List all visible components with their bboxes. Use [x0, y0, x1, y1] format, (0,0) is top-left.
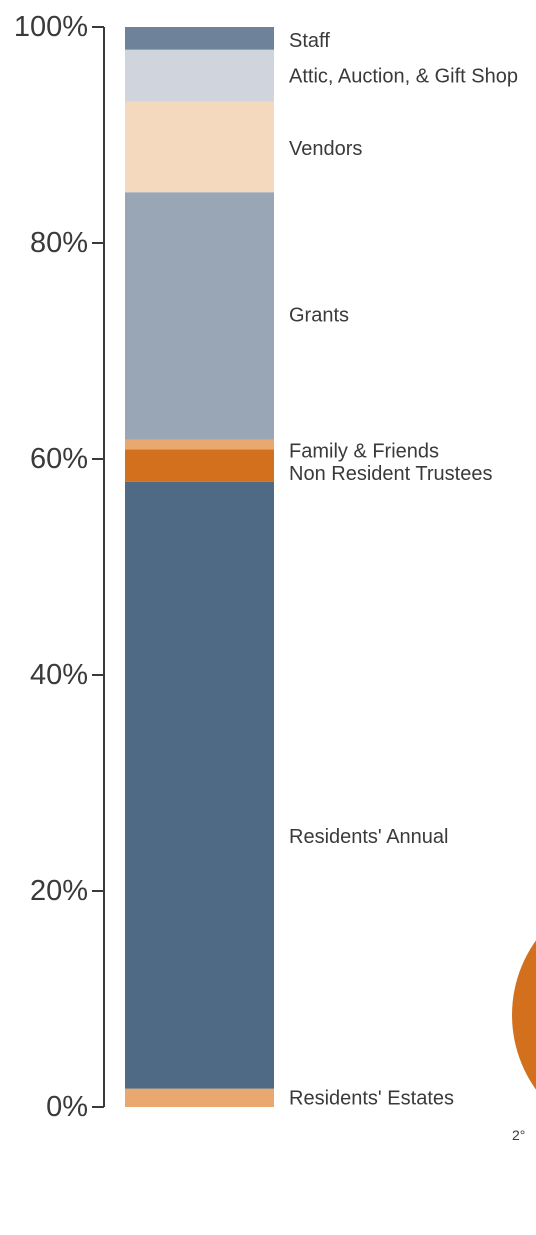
pie-fragment-label: 2°: [512, 1127, 525, 1143]
bar-segment-vendors: [125, 101, 274, 193]
segment-label-residents-estates: Residents' Estates: [289, 1087, 454, 1109]
segment-label-staff: Staff: [289, 30, 330, 52]
bar-segment-attic-auction-gift-shop: [125, 49, 274, 102]
segment-label-attic-auction-gift-shop: Attic, Auction, & Gift Shop: [289, 66, 518, 88]
segment-label-non-resident-trustees: Non Resident Trustees: [289, 463, 492, 485]
y-tick-label: 40%: [30, 659, 88, 691]
y-tick-label: 20%: [30, 875, 88, 907]
bar-segment-grants: [125, 192, 274, 440]
y-axis: 0% 20% 40% 60% 80% 100%: [14, 11, 105, 1123]
bar-segment-staff: [125, 27, 274, 50]
y-tick-label: 60%: [30, 443, 88, 475]
bar-segment-residents-estates: [125, 1088, 274, 1107]
segment-label-residents-annual: Residents' Annual: [289, 826, 448, 848]
bar-segments: [125, 27, 274, 1107]
y-tick-label: 0%: [46, 1091, 88, 1123]
bar-segment-non-resident-trustees: [125, 449, 274, 482]
clipped-pie-fragment: 2°: [512, 940, 536, 1143]
segment-labels: Residents' Estates Residents' Annual Non R…: [289, 30, 518, 1109]
bar-segment-residents-annual: [125, 481, 274, 1089]
segment-label-vendors: Vendors: [289, 138, 362, 160]
pie-slice-fragment: [512, 940, 536, 1090]
y-tick-label: 100%: [14, 11, 88, 43]
y-tick-label: 80%: [30, 227, 88, 259]
segment-label-family-friends: Family & Friends: [289, 440, 439, 462]
bar-segment-family-friends: [125, 439, 274, 450]
segment-label-grants: Grants: [289, 304, 349, 326]
